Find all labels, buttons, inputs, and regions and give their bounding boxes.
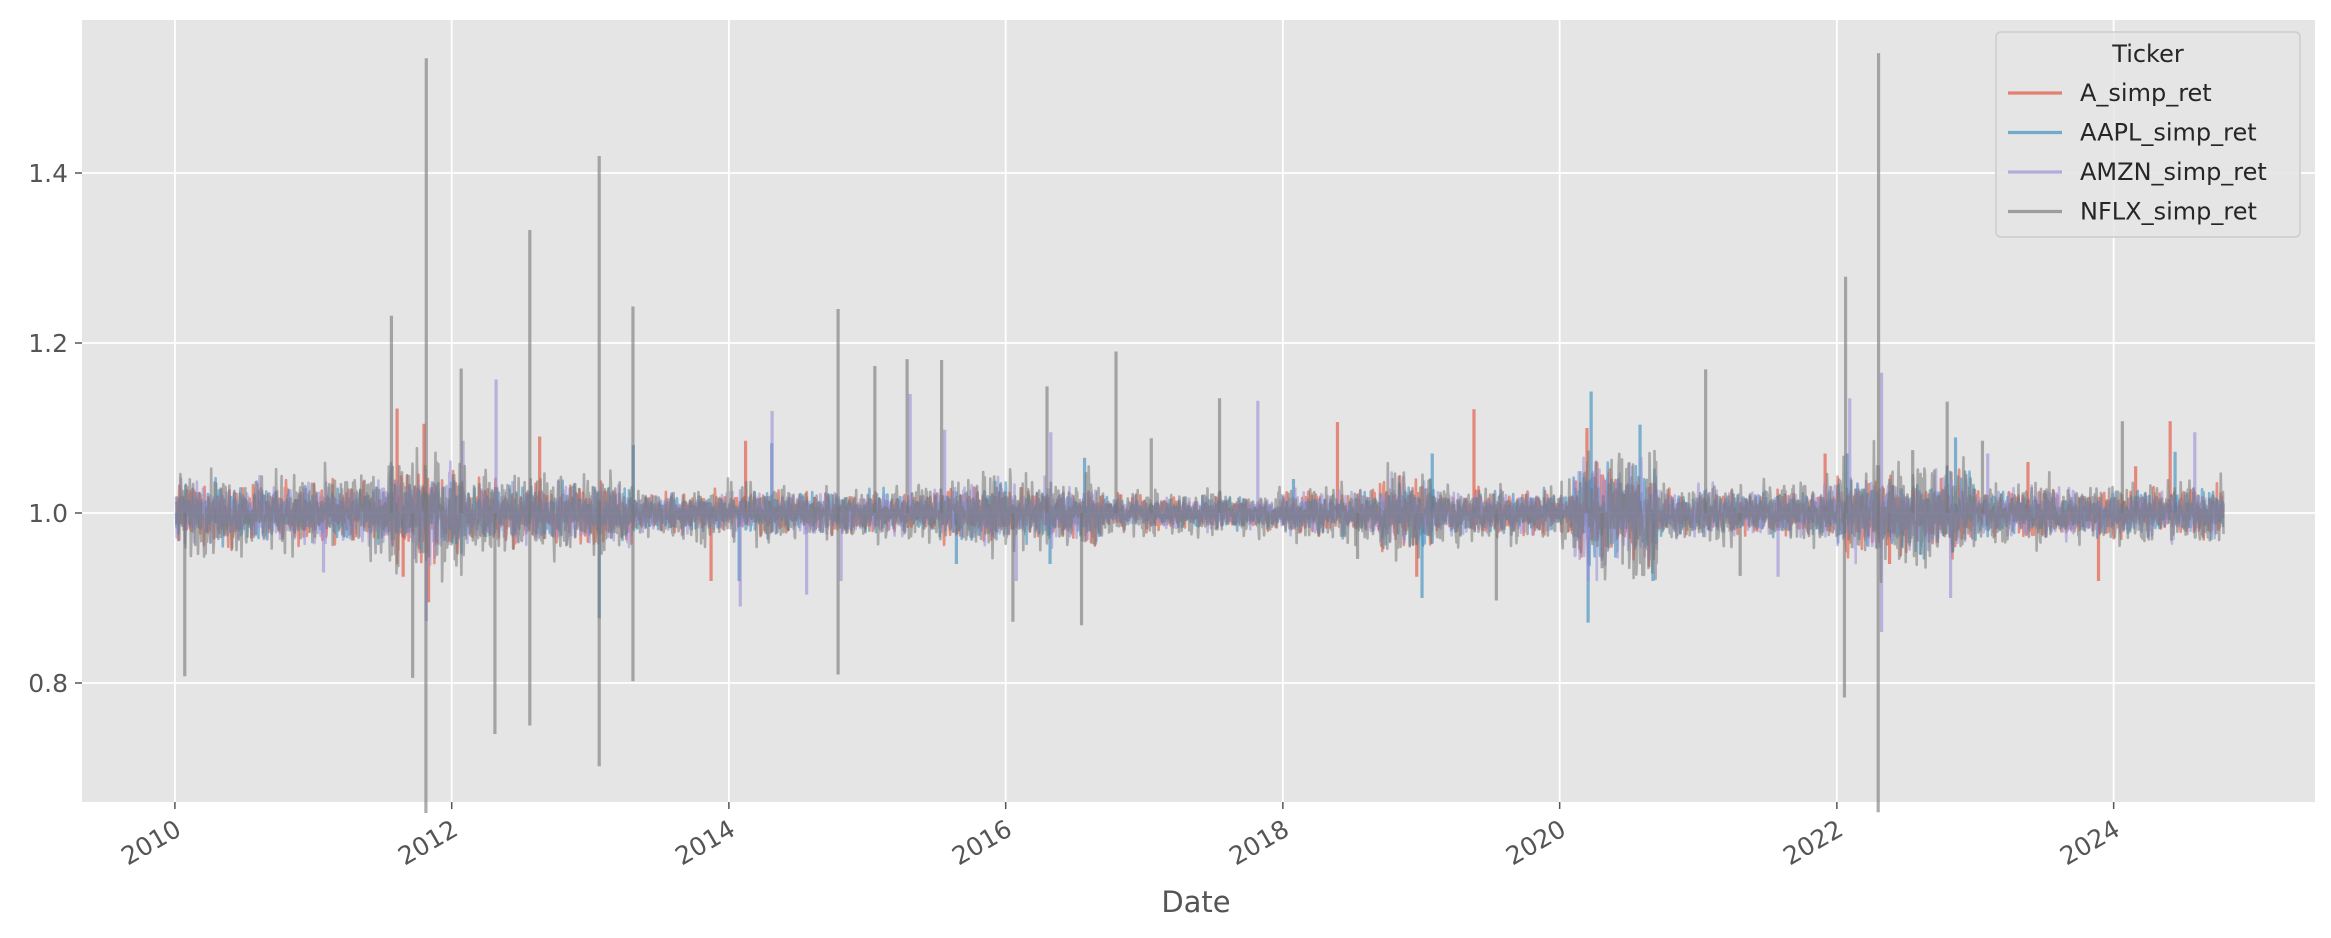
legend-label: NFLX_simp_ret xyxy=(2080,198,2257,226)
x-tick-label: 2020 xyxy=(1501,814,1571,871)
series-line-nflx-simp-ret xyxy=(174,439,2225,583)
x-tick-label: 2012 xyxy=(393,814,463,871)
x-tick-label: 2018 xyxy=(1224,814,1294,871)
x-tick-label: 2016 xyxy=(947,814,1017,871)
legend-box xyxy=(1995,31,2301,238)
legend-label: AMZN_simp_ret xyxy=(2080,158,2267,186)
legend-label: AAPL_simp_ret xyxy=(2080,119,2257,147)
x-tick-label: 2010 xyxy=(116,814,186,871)
plot-background xyxy=(82,20,2315,802)
y-tick-label: 1.0 xyxy=(28,499,68,528)
legend-title: Ticker xyxy=(2111,40,2184,68)
y-axis: 0.8 1.0 1.2 1.4 xyxy=(28,159,82,698)
series-layer xyxy=(174,53,2225,814)
x-axis: 2010 2012 2014 2016 2018 2020 2022 2024 xyxy=(116,802,2125,871)
legend-label: A_simp_ret xyxy=(2080,79,2212,107)
y-tick-label: 0.8 xyxy=(28,669,68,698)
x-tick-label: 2014 xyxy=(670,814,740,871)
y-tick-label: 1.2 xyxy=(28,329,68,358)
y-tick-label: 1.4 xyxy=(28,159,68,188)
x-axis-title: Date xyxy=(1161,885,1230,919)
x-tick-label: 2024 xyxy=(2055,814,2125,871)
legend: Ticker A_simp_ret AAPL_simp_ret AMZN_simp_r… xyxy=(1995,31,2301,238)
x-tick-label: 2022 xyxy=(1778,814,1848,871)
